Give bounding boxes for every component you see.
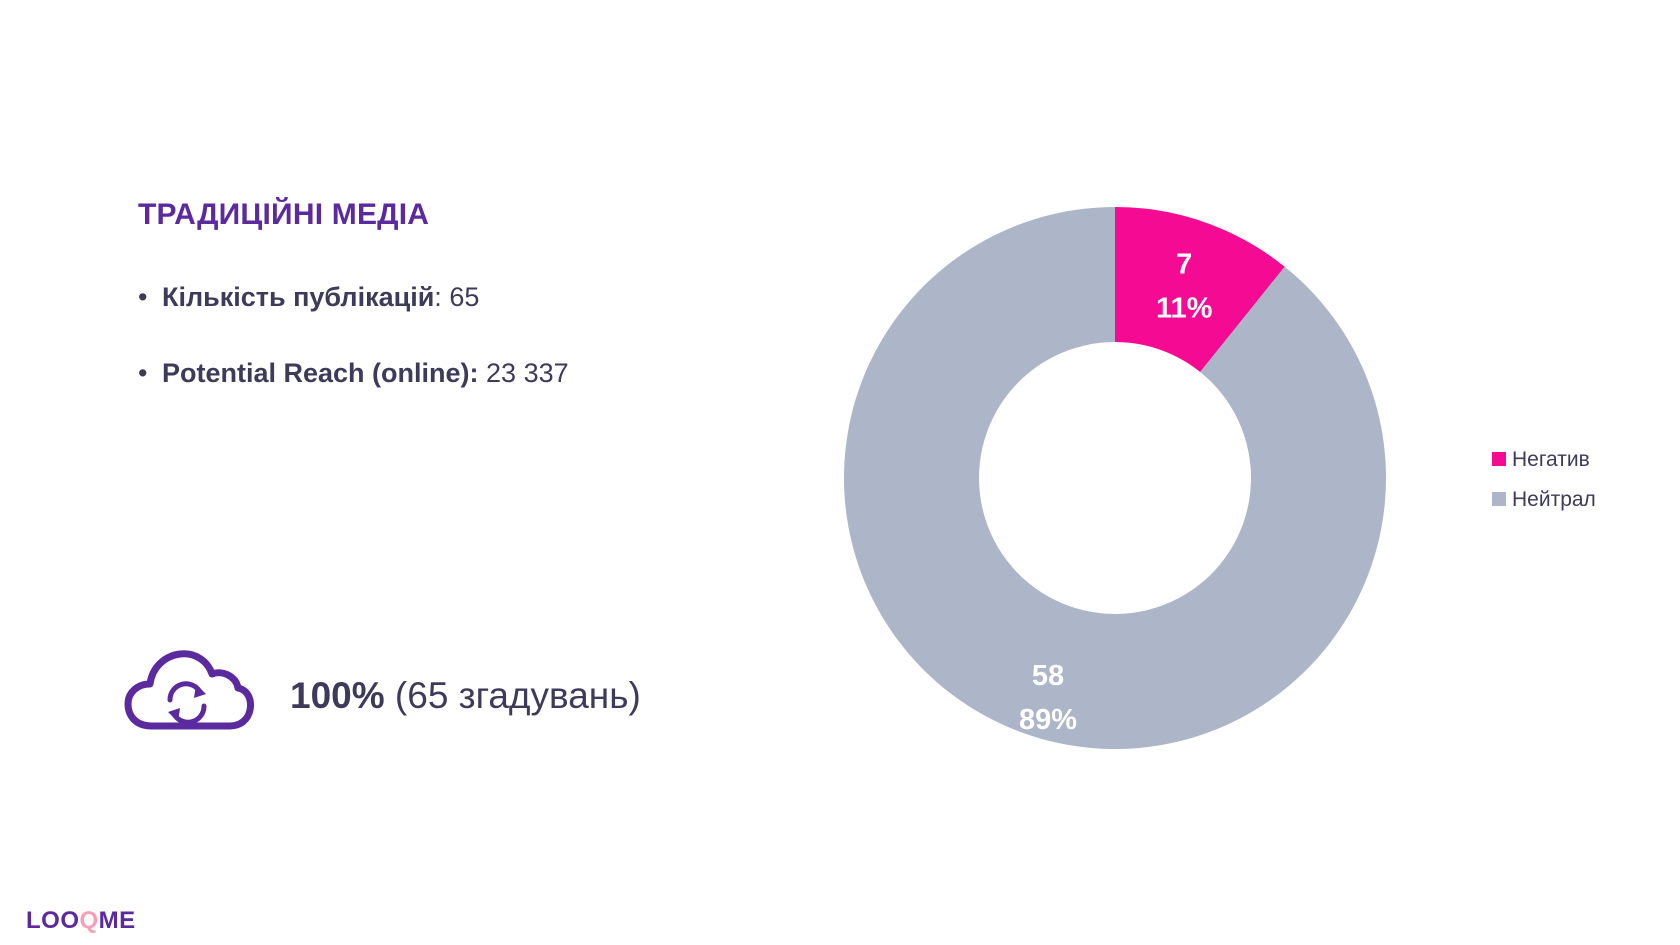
cloud-sync-icon	[124, 650, 254, 730]
slice-neutral	[843, 207, 1386, 749]
mentions-percent: 100%	[290, 675, 385, 716]
chart-legend: Негатив Нейтрал	[1492, 448, 1596, 511]
bullet-sep: :	[434, 282, 442, 312]
bullet-label: Potential Reach (online):	[162, 358, 479, 388]
chart-slices	[843, 207, 1386, 749]
bullet-value: 23 337	[478, 358, 569, 388]
slice-negative	[1115, 207, 1285, 372]
mentions-detail: (65 згадувань)	[384, 675, 641, 716]
section-title: ТРАДИЦІЙНІ МЕДІА	[138, 198, 430, 231]
bullet-label: Кількість публікацій	[162, 282, 435, 312]
slice-percent-label: 11%	[1156, 292, 1213, 324]
legend-swatch	[1492, 452, 1506, 466]
bullet-value: 65	[441, 282, 480, 312]
mentions-summary: 100% (65 згадувань)	[290, 675, 641, 717]
legend-swatch	[1492, 492, 1506, 506]
legend-label: Нейтрал	[1512, 488, 1596, 511]
slice-percent-label: 89%	[1019, 704, 1077, 736]
chart-slice-labels: 7 11% 58 89%	[1019, 248, 1213, 736]
bullet-dot: •	[138, 282, 148, 312]
slice-value-label: 7	[1176, 248, 1192, 280]
bullet-publications: • Кількість публікацій: 65	[138, 282, 479, 313]
bullet-reach: • Potential Reach (online): 23 337	[138, 358, 569, 389]
legend-label: Негатив	[1512, 448, 1590, 471]
bullet-dot: •	[138, 358, 148, 388]
slice-value-label: 58	[1032, 660, 1064, 692]
looqme-logo: LOOQME	[26, 907, 136, 934]
